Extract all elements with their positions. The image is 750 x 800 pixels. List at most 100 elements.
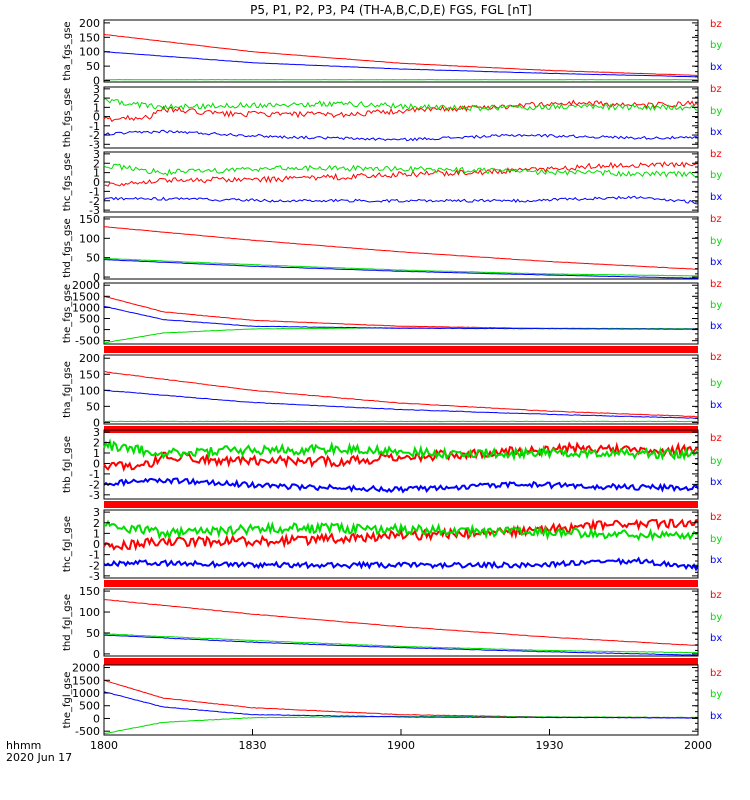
y-tick-label: 0 bbox=[93, 648, 100, 661]
series-line-bx bbox=[104, 51, 698, 78]
legend-bz: bz bbox=[710, 19, 722, 30]
legend-bx: bx bbox=[710, 321, 722, 332]
y-tick-label: 50 bbox=[86, 400, 100, 413]
y-axis-label: thd_fgs_gse bbox=[62, 218, 73, 277]
y-tick-label: 3 bbox=[93, 83, 100, 96]
y-axis-label: the_fgs_gse bbox=[62, 284, 73, 343]
legend-bz: bz bbox=[710, 352, 722, 363]
series-line-by bbox=[103, 327, 698, 344]
x-tick-label: 1830 bbox=[239, 739, 267, 752]
y-tick-label: 1500 bbox=[72, 674, 100, 687]
legend-bx: bx bbox=[710, 711, 722, 722]
series-line-bz bbox=[103, 226, 699, 270]
series-line-bx bbox=[104, 259, 698, 279]
y-tick-label: 1500 bbox=[72, 290, 100, 303]
y-tick-label: 2000 bbox=[72, 279, 100, 292]
y-tick-label: -3 bbox=[89, 138, 100, 151]
y-axis-label: thb_fgl_gse bbox=[62, 436, 73, 493]
series-line-bx bbox=[103, 477, 699, 494]
legend-by: by bbox=[710, 689, 722, 700]
y-tick-label: 3 bbox=[93, 426, 100, 439]
y-axis-label: tha_fgs_gse bbox=[62, 21, 73, 80]
bottom-red-bar bbox=[104, 658, 698, 665]
legend-bz: bz bbox=[710, 590, 722, 601]
legend-bx: bx bbox=[710, 62, 722, 73]
series-line-by bbox=[103, 633, 699, 654]
legend-bz: bz bbox=[710, 214, 722, 225]
y-tick-label: 100 bbox=[79, 232, 100, 245]
y-tick-label: 100 bbox=[79, 46, 100, 59]
y-tick-label: 2 bbox=[93, 92, 100, 105]
series-line-bz bbox=[103, 371, 698, 418]
y-tick-label: -500 bbox=[75, 335, 100, 348]
y-tick-label: 1 bbox=[93, 101, 100, 114]
y-tick-label: 500 bbox=[79, 700, 100, 713]
y-tick-label: -2 bbox=[89, 129, 100, 142]
y-tick-label: 50 bbox=[86, 252, 100, 265]
y-tick-label: -2 bbox=[89, 195, 100, 208]
y-axis-label: thc_fgl_gse bbox=[62, 516, 73, 572]
y-tick-label: -1 bbox=[89, 468, 100, 481]
y-tick-label: -1 bbox=[89, 185, 100, 198]
y-tick-label: 0 bbox=[93, 712, 100, 725]
series-line-bz bbox=[103, 679, 699, 719]
series-line-bz bbox=[103, 518, 699, 552]
y-tick-label: 2 bbox=[93, 437, 100, 450]
legend-by: by bbox=[710, 378, 722, 389]
panel-frame bbox=[103, 282, 699, 345]
series-line-bz bbox=[103, 99, 699, 123]
bottom-red-bar bbox=[104, 346, 698, 353]
y-tick-label: 0 bbox=[93, 111, 100, 124]
legend-bz: bz bbox=[710, 84, 722, 95]
y-tick-label: -1 bbox=[89, 549, 100, 562]
x-tick-label: 1900 bbox=[387, 739, 415, 752]
y-tick-label: 200 bbox=[79, 352, 100, 365]
y-tick-label: 150 bbox=[79, 585, 100, 598]
series-line-bz bbox=[103, 161, 699, 187]
y-tick-label: 2 bbox=[93, 157, 100, 170]
y-tick-label: 0 bbox=[93, 416, 100, 429]
series-line-bx bbox=[103, 556, 699, 572]
y-axis-label: thd_fgl_gse bbox=[62, 594, 73, 651]
y-tick-label: 1 bbox=[93, 447, 100, 460]
y-tick-label: 1 bbox=[93, 167, 100, 180]
series-line-bx bbox=[103, 305, 698, 330]
legend-bz: bz bbox=[710, 512, 722, 523]
panel-frame bbox=[103, 664, 699, 736]
x-tick-label: 2000 bbox=[684, 739, 712, 752]
y-tick-label: 3 bbox=[93, 506, 100, 519]
y-tick-label: -3 bbox=[89, 570, 100, 583]
y-tick-label: 150 bbox=[79, 213, 100, 226]
series-line-bz bbox=[103, 296, 699, 330]
series-line-by bbox=[103, 163, 699, 178]
series-line-bx bbox=[103, 195, 699, 205]
x-axis: 1800 1830 1900 1930 2000 bbox=[90, 729, 712, 752]
legend-by: by bbox=[710, 106, 722, 117]
y-tick-label: 2000 bbox=[72, 662, 100, 675]
series-line-bz bbox=[103, 441, 699, 473]
y-tick-label: 150 bbox=[79, 31, 100, 44]
y-tick-label: 150 bbox=[79, 368, 100, 381]
legend-bx: bx bbox=[710, 257, 722, 268]
x-tick-label: 1930 bbox=[536, 739, 564, 752]
y-tick-label: 0 bbox=[93, 457, 100, 470]
series-line-by bbox=[103, 257, 699, 277]
y-tick-label: 50 bbox=[86, 627, 100, 640]
y-tick-label: 1 bbox=[93, 527, 100, 540]
legend-by: by bbox=[710, 534, 722, 545]
legend-bz: bz bbox=[710, 149, 722, 160]
y-tick-label: -3 bbox=[89, 204, 100, 217]
series-line-bx bbox=[103, 389, 699, 419]
series-line-by bbox=[103, 438, 699, 462]
series-line-bx bbox=[103, 691, 699, 719]
panel-frame bbox=[103, 354, 699, 425]
y-tick-label: 2 bbox=[93, 517, 100, 530]
legend-bx: bx bbox=[710, 555, 722, 566]
series-line-bz bbox=[103, 599, 699, 647]
series-line-bx bbox=[103, 129, 699, 142]
